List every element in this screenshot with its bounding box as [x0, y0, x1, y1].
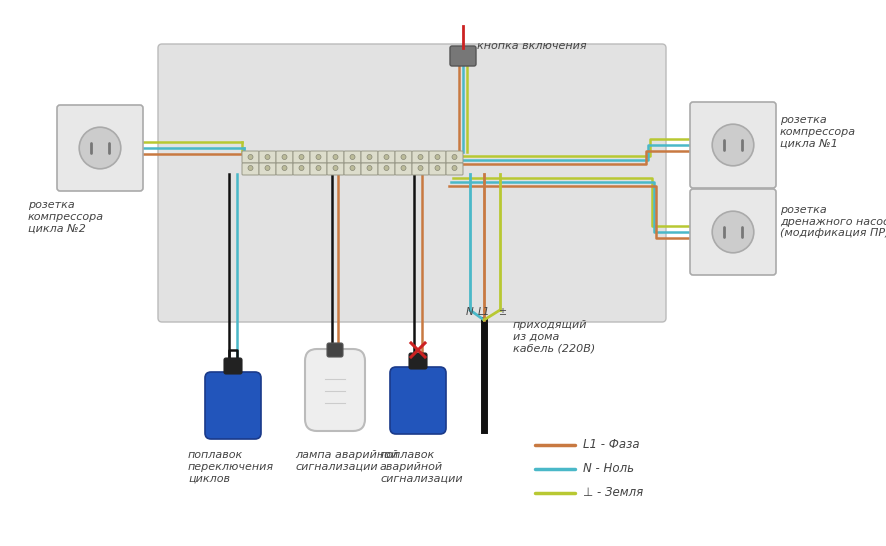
Circle shape: [248, 155, 253, 159]
FancyBboxPatch shape: [327, 151, 344, 163]
Circle shape: [350, 155, 355, 159]
Circle shape: [248, 165, 253, 170]
Circle shape: [401, 165, 406, 170]
FancyBboxPatch shape: [259, 163, 276, 175]
FancyBboxPatch shape: [293, 163, 310, 175]
Text: поплавок
аварийной
сигнализации: поплавок аварийной сигнализации: [380, 450, 462, 483]
FancyBboxPatch shape: [446, 151, 463, 163]
Circle shape: [452, 165, 457, 170]
Text: поплавок
переключения
циклов: поплавок переключения циклов: [188, 450, 274, 483]
FancyBboxPatch shape: [395, 163, 412, 175]
Circle shape: [418, 165, 423, 170]
Circle shape: [333, 165, 338, 170]
FancyBboxPatch shape: [409, 353, 427, 369]
FancyBboxPatch shape: [242, 151, 259, 163]
Text: приходящий
из дома
кабель (220В): приходящий из дома кабель (220В): [513, 320, 595, 353]
Text: ±: ±: [498, 307, 506, 317]
FancyBboxPatch shape: [57, 105, 143, 191]
FancyBboxPatch shape: [361, 163, 378, 175]
Circle shape: [435, 155, 440, 159]
Circle shape: [79, 127, 120, 169]
FancyBboxPatch shape: [310, 151, 327, 163]
FancyBboxPatch shape: [690, 102, 776, 188]
FancyBboxPatch shape: [390, 367, 446, 434]
FancyBboxPatch shape: [412, 151, 429, 163]
Circle shape: [384, 155, 389, 159]
Text: розетка
компрессора
цикла №1: розетка компрессора цикла №1: [780, 115, 856, 148]
FancyBboxPatch shape: [361, 151, 378, 163]
Text: L1: L1: [478, 307, 490, 317]
Text: N - Ноль: N - Ноль: [583, 462, 634, 476]
Text: розетка
компрессора
цикла №2: розетка компрессора цикла №2: [28, 200, 105, 233]
Circle shape: [367, 155, 372, 159]
FancyBboxPatch shape: [344, 151, 361, 163]
FancyBboxPatch shape: [412, 163, 429, 175]
Circle shape: [418, 155, 423, 159]
FancyBboxPatch shape: [259, 151, 276, 163]
Circle shape: [367, 165, 372, 170]
Circle shape: [401, 155, 406, 159]
FancyBboxPatch shape: [276, 151, 293, 163]
FancyBboxPatch shape: [395, 151, 412, 163]
FancyBboxPatch shape: [690, 189, 776, 275]
Circle shape: [333, 155, 338, 159]
Circle shape: [282, 165, 287, 170]
Circle shape: [384, 165, 389, 170]
FancyBboxPatch shape: [446, 163, 463, 175]
Text: лампа аварийной
сигнализации: лампа аварийной сигнализации: [295, 450, 398, 472]
Circle shape: [316, 155, 321, 159]
FancyBboxPatch shape: [327, 163, 344, 175]
Text: розетка
дренажного насоса
(модификация ПР): розетка дренажного насоса (модификация П…: [780, 205, 886, 238]
FancyBboxPatch shape: [378, 163, 395, 175]
FancyBboxPatch shape: [429, 163, 446, 175]
FancyBboxPatch shape: [429, 151, 446, 163]
FancyBboxPatch shape: [224, 358, 242, 374]
FancyBboxPatch shape: [158, 44, 666, 322]
FancyBboxPatch shape: [305, 349, 365, 431]
FancyBboxPatch shape: [344, 163, 361, 175]
Circle shape: [452, 155, 457, 159]
Circle shape: [299, 155, 304, 159]
Circle shape: [435, 165, 440, 170]
FancyBboxPatch shape: [276, 163, 293, 175]
Circle shape: [316, 165, 321, 170]
FancyBboxPatch shape: [327, 343, 343, 357]
FancyBboxPatch shape: [293, 151, 310, 163]
Text: ⊥ - Земля: ⊥ - Земля: [583, 486, 643, 500]
Circle shape: [712, 211, 754, 253]
Text: кнопка включения: кнопка включения: [477, 41, 587, 51]
FancyBboxPatch shape: [450, 46, 476, 66]
Circle shape: [265, 155, 270, 159]
FancyBboxPatch shape: [378, 151, 395, 163]
Circle shape: [265, 165, 270, 170]
Circle shape: [350, 165, 355, 170]
FancyBboxPatch shape: [242, 163, 259, 175]
Text: N: N: [466, 307, 474, 317]
Text: L1 - Фаза: L1 - Фаза: [583, 438, 640, 452]
Circle shape: [282, 155, 287, 159]
FancyBboxPatch shape: [310, 163, 327, 175]
Circle shape: [299, 165, 304, 170]
FancyBboxPatch shape: [205, 372, 261, 439]
Circle shape: [712, 124, 754, 166]
